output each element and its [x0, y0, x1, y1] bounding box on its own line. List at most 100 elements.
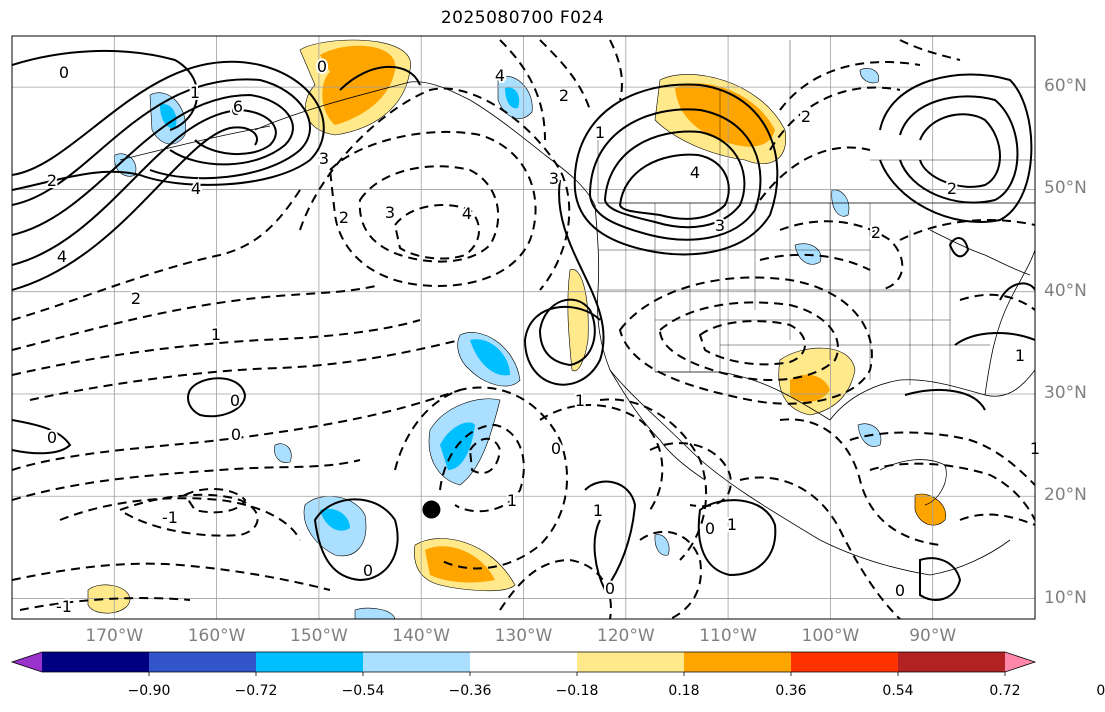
- contour-dashed: [299, 87, 571, 291]
- contour-label: 1: [727, 515, 737, 534]
- contour-solid: [948, 237, 970, 258]
- contour-label: 0: [363, 561, 373, 580]
- contour-label: 1: [575, 391, 585, 410]
- colorbar: [10, 651, 1037, 676]
- contour-label: 2: [47, 171, 57, 190]
- contour-dashed: [779, 220, 904, 291]
- contour-label: 1: [595, 123, 605, 142]
- contour-dashed: [12, 389, 461, 471]
- contour-solid: [697, 499, 777, 577]
- shade-positive-pacific-core: [425, 546, 495, 583]
- contour-label: 4: [57, 247, 67, 266]
- colorbar-tick-label: 0.36: [775, 683, 807, 699]
- contour-solid: [187, 377, 247, 418]
- longitude-label: 170°W: [85, 626, 144, 646]
- contour-dashed: [29, 339, 461, 401]
- contour-label: 0: [59, 63, 69, 82]
- anomaly-shading: [87, 39, 947, 619]
- contour-label: 2: [801, 107, 811, 126]
- contour-label: 3: [319, 149, 329, 168]
- contour-dashed: [539, 39, 591, 111]
- contour-dashed: [899, 39, 961, 61]
- contour-label: 3: [549, 169, 559, 188]
- longitude-label: 120°W: [596, 626, 655, 646]
- colorbar-segment: [898, 652, 1006, 672]
- contour-solid: [904, 389, 986, 411]
- contour-dashed: [959, 513, 1035, 526]
- contour-solid: [954, 332, 1035, 346]
- contour-solid: [603, 130, 746, 229]
- contour-solid: [339, 65, 421, 91]
- contour-solid: [12, 78, 312, 206]
- contour-solid: [12, 60, 325, 191]
- contour-solid: [573, 83, 779, 256]
- contour-dashed: [599, 398, 708, 561]
- colorbar-outline: [10, 651, 1037, 673]
- contour-dashed: [12, 562, 331, 591]
- coastline-baja: [609, 369, 706, 481]
- contour-label: -1: [56, 597, 72, 616]
- shade-positive-texas-core: [790, 374, 830, 402]
- colorbar-tick-label: −0.18: [555, 683, 599, 699]
- contour-dashed: [12, 459, 361, 501]
- contour-solid: [12, 126, 258, 291]
- shade-negative-small-5: [859, 68, 880, 84]
- shade-negative-alaska-core: [505, 87, 520, 109]
- contour-dashed: [12, 284, 381, 351]
- contour-dashed: [609, 39, 623, 101]
- contour-label: 3: [385, 203, 395, 222]
- contour-dashed: [739, 476, 901, 619]
- contour-solid: [538, 298, 596, 367]
- contour-solid: [899, 95, 1019, 204]
- contour-label: 0: [231, 100, 241, 119]
- contour-label: 0: [231, 425, 241, 444]
- longitude-label: 160°W: [187, 626, 246, 646]
- shade-positive-california: [567, 269, 589, 372]
- contour-dashed: [779, 61, 921, 111]
- colorbar-segment: [470, 652, 578, 672]
- contour-label: 6: [233, 97, 243, 116]
- contour-solid: [12, 49, 199, 131]
- longitude-label: 100°W: [801, 626, 860, 646]
- shade-positive-gulf-alaska-core: [320, 45, 396, 125]
- colorbar-tick-label: −0.54: [341, 683, 385, 699]
- longitude-label: 90°W: [909, 626, 957, 646]
- contour-dashed: [769, 86, 901, 151]
- contour-label: 1: [190, 83, 200, 102]
- great-lakes: [929, 229, 1031, 276]
- contour-label: 3: [715, 216, 725, 235]
- contour-dashed: [439, 423, 525, 513]
- colorbar-tick-label: 0.54: [882, 683, 914, 699]
- contour-solid: [12, 419, 72, 455]
- colorbar-tick-label: 0.90: [1096, 683, 1105, 699]
- coastline-gulf-mexico: [829, 369, 1035, 421]
- contour-solid: [879, 73, 1033, 223]
- latitude-label: 30°N: [1044, 382, 1087, 403]
- contour-dashed: [649, 442, 732, 508]
- latitude-label: 20°N: [1044, 485, 1087, 506]
- shade-negative-small-6: [654, 534, 670, 556]
- latitude-label: 60°N: [1044, 76, 1087, 97]
- contour-solid: [618, 153, 730, 220]
- contour-dashed: [539, 404, 664, 511]
- contour-dashed: [779, 418, 941, 546]
- contour-label: 2: [339, 208, 349, 227]
- contour-dashed: [328, 130, 537, 287]
- contour-label: 4: [462, 204, 472, 223]
- map-frame: [11, 35, 1036, 620]
- colorbar-segment: [684, 652, 792, 672]
- longitude-label: 140°W: [392, 626, 451, 646]
- contour-label: 0: [895, 581, 905, 600]
- colorbar-extend-high: [1005, 652, 1035, 672]
- contour-label: 1: [211, 325, 221, 344]
- colorbar-extend-low: [12, 652, 42, 672]
- contour-dashed: [358, 165, 500, 263]
- longitude-label: 150°W: [290, 626, 348, 646]
- colorbar-segment: [577, 652, 685, 672]
- contour-label: 1: [507, 491, 517, 510]
- colorbar-segment: [149, 652, 257, 672]
- contour-label: 0: [605, 579, 615, 598]
- contour-solid: [12, 108, 277, 266]
- contour-dashed: [639, 530, 702, 619]
